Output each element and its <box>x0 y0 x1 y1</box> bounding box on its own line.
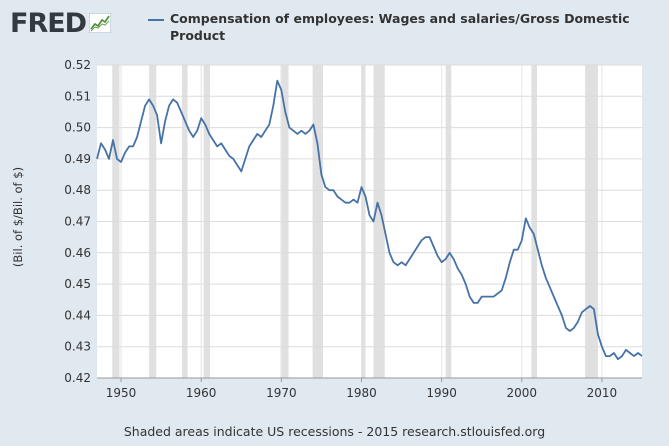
y-tick-label: 0.43 <box>64 340 91 354</box>
series-line <box>96 79 643 361</box>
x-tick-label: 2010 <box>587 386 618 400</box>
x-axis: 1950 1960 1970 1980 1990 2000 2010 <box>97 377 642 400</box>
y-tick-label: 0.47 <box>64 215 91 229</box>
y-tick-label: 0.49 <box>64 152 91 166</box>
x-tick-label: 1990 <box>426 386 457 400</box>
y-axis-title-group: (Bil. of $/Bil. of $) <box>11 167 25 267</box>
x-tick-label: 1970 <box>266 386 297 400</box>
y-axis-title: (Bil. of $/Bil. of $) <box>11 167 25 267</box>
logo-text: FRED <box>10 7 87 39</box>
y-tick-label: 0.52 <box>64 58 91 72</box>
x-tick-label: 1950 <box>106 386 137 400</box>
chart-legend: Compensation of employees: Wages and sal… <box>148 10 648 44</box>
y-tick-label: 0.42 <box>64 371 91 385</box>
y-tick-label: 0.50 <box>64 121 91 135</box>
graph-icon <box>89 13 112 33</box>
series-layer <box>96 79 643 361</box>
legend-label: Compensation of employees: Wages and sal… <box>170 11 630 43</box>
x-tick-label: 1960 <box>186 386 217 400</box>
y-tick-label: 0.44 <box>64 308 91 322</box>
fred-logo[interactable]: FRED <box>10 7 112 39</box>
x-tick-label: 2000 <box>507 386 538 400</box>
y-tick-label: 0.46 <box>64 246 91 260</box>
x-tick-label: 1980 <box>346 386 377 400</box>
chart-header: FRED Compensation of employees: Wages an… <box>0 0 669 52</box>
y-axis: 0.42 0.43 0.44 0.45 0.46 0.47 0.48 0.49 0.50 0.51… <box>64 58 91 385</box>
line-chart[interactable]: (Bil. of $/Bil. of $) 0.420.430.440.450.… <box>0 52 669 417</box>
y-tick-label: 0.51 <box>64 89 91 103</box>
y-tick-label: 0.45 <box>64 277 91 291</box>
legend-swatch <box>148 19 164 21</box>
plot-panel: (Bil. of $/Bil. of $) 0.42 0.43 0.44 0.45 0.… <box>0 52 669 417</box>
recession-footnote: Shaded areas indicate US recessions - 20… <box>123 424 546 439</box>
y-tick-label: 0.48 <box>64 183 91 197</box>
